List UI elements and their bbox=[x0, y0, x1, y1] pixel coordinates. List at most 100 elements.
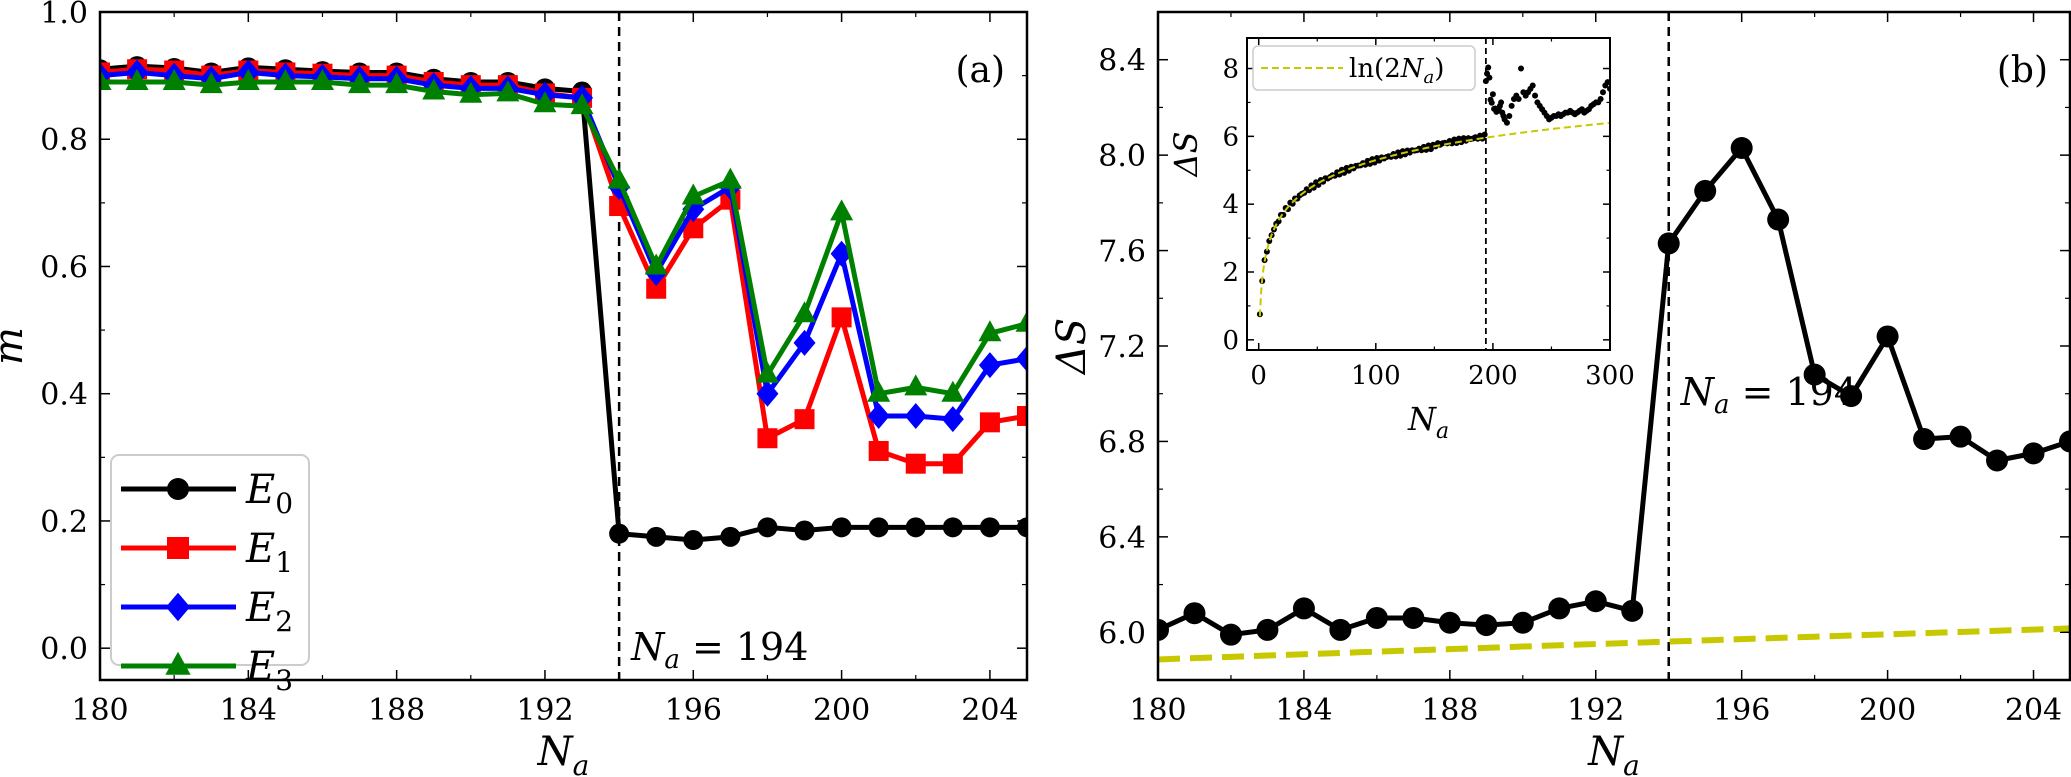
data-point-E2 bbox=[978, 352, 1001, 379]
data-point-E2 bbox=[867, 402, 890, 429]
panel-a-series bbox=[100, 12, 1027, 680]
data-point-deltaS bbox=[1183, 602, 1206, 625]
data-point-deltaS bbox=[1511, 611, 1534, 634]
x-tick-label: 188 bbox=[1421, 693, 1478, 728]
panel-b: 180 184 188 192 196 200 2046.06.46.87.27.68.08… bbox=[1049, 10, 2071, 777]
legend-label-main: E bbox=[245, 644, 275, 690]
panel-a-x-axis-label: Na bbox=[537, 729, 590, 777]
x-tick-label: 184 bbox=[220, 693, 277, 728]
data-point-E1 bbox=[868, 440, 889, 461]
data-point-E1 bbox=[646, 278, 667, 299]
x-tick-label: 180 bbox=[71, 693, 128, 728]
y-tick-label: 6.8 bbox=[1098, 425, 1146, 460]
legend-item-E3: E3 bbox=[121, 644, 293, 697]
y-tick-label: 0.0 bbox=[40, 632, 88, 667]
data-point-deltaS bbox=[1402, 606, 1425, 629]
y-tick-label: 7.2 bbox=[1098, 330, 1146, 365]
data-point-deltaS bbox=[1621, 599, 1644, 622]
data-point-E1 bbox=[831, 307, 852, 328]
data-point-deltaS bbox=[1949, 425, 1972, 448]
legend-label: E0 bbox=[245, 467, 293, 520]
panel-b-frame bbox=[1156, 10, 2071, 682]
data-point-E3 bbox=[273, 68, 297, 90]
y-tick-label: 2 bbox=[1222, 258, 1239, 288]
data-point-E1 bbox=[942, 453, 963, 474]
data-point-deltaS bbox=[1694, 179, 1717, 202]
data-point-E3 bbox=[162, 68, 186, 90]
legend-label-sub: 0 bbox=[275, 487, 293, 520]
inset-data-point bbox=[1498, 99, 1505, 106]
data-point-E0 bbox=[609, 523, 630, 544]
legend-marker-square bbox=[167, 537, 189, 559]
legend-label: E1 bbox=[245, 526, 293, 579]
panel-b-ticks: 180 184 188 192 196 200 2046.06.46.87.27.68.08… bbox=[1098, 12, 2070, 728]
inset-data-point bbox=[1597, 96, 1604, 103]
data-point-E0 bbox=[868, 517, 889, 538]
x-tick-label: 300 bbox=[1585, 361, 1635, 391]
data-point-deltaS bbox=[1548, 597, 1571, 620]
data-point-deltaS bbox=[1840, 385, 1863, 408]
data-point-E3 bbox=[125, 68, 149, 90]
legend-label: E2 bbox=[245, 585, 293, 638]
y-tick-label: 0.6 bbox=[40, 250, 88, 285]
inset-data-point bbox=[1486, 74, 1493, 81]
inset-data-point bbox=[1485, 64, 1492, 71]
data-point-deltaS bbox=[1913, 428, 1936, 451]
inset-data-point bbox=[1515, 96, 1522, 103]
series-deltaS bbox=[1158, 136, 2070, 646]
y-tick-label: 0.2 bbox=[40, 505, 88, 540]
y-tick-label: 4 bbox=[1222, 190, 1239, 220]
data-point-E3 bbox=[310, 68, 334, 90]
legend-marker-triangle bbox=[165, 651, 191, 675]
x-tick-label: 192 bbox=[516, 693, 573, 728]
data-point-E3 bbox=[533, 91, 557, 113]
legend-label: E3 bbox=[245, 644, 293, 697]
data-point-E3 bbox=[681, 183, 705, 205]
legend-label-main: E bbox=[245, 585, 275, 631]
panel-b-inset: 0 100 200 300 0 2 4 6 8 ln(2Na) Na ΔS bbox=[1167, 37, 1635, 444]
inset-data-point bbox=[1289, 200, 1296, 207]
data-point-E3 bbox=[755, 361, 779, 383]
inset-data-point bbox=[1599, 89, 1606, 96]
data-point-E2 bbox=[941, 406, 964, 433]
inset-legend-box bbox=[1252, 45, 1476, 91]
y-tick-label: 8.0 bbox=[1098, 139, 1146, 174]
inset-y-axis-label: ΔS bbox=[1167, 131, 1205, 178]
data-point-deltaS bbox=[1256, 618, 1279, 641]
x-tick-label: 200 bbox=[1468, 361, 1518, 391]
data-point-E3 bbox=[459, 81, 483, 103]
data-point-E1 bbox=[1017, 405, 1027, 426]
legend-label-main: E bbox=[245, 467, 275, 513]
data-point-E0 bbox=[720, 526, 741, 547]
panel-a: 180 184 188 192 196 200 2040.00.20.40.60.81.0 … bbox=[0, 0, 1029, 777]
y-tick-label: 0.4 bbox=[40, 378, 88, 413]
legend-label-main: E bbox=[245, 526, 275, 572]
inset-data-point bbox=[1489, 91, 1496, 98]
inset-data-point bbox=[1506, 113, 1513, 119]
data-point-deltaS bbox=[1219, 623, 1242, 646]
y-tick-label: 8.4 bbox=[1098, 44, 1146, 79]
y-tick-label: 6.4 bbox=[1098, 521, 1146, 556]
data-point-deltaS bbox=[1158, 618, 1169, 641]
data-point-deltaS bbox=[1876, 325, 1899, 348]
legend-marker-diamond bbox=[165, 592, 191, 622]
panel-b-x-axis-label: Na bbox=[1587, 729, 1640, 777]
inset-data-point bbox=[1488, 99, 1495, 106]
y-tick-label: 6.0 bbox=[1098, 616, 1146, 651]
series-E2 bbox=[100, 59, 1027, 433]
legend-item-E0: E0 bbox=[121, 467, 293, 520]
legend-item-E1: E1 bbox=[121, 526, 293, 579]
legend-label-sub: 3 bbox=[275, 664, 293, 697]
data-point-E0 bbox=[683, 530, 704, 551]
y-tick-label: 8 bbox=[1222, 55, 1239, 85]
data-point-E3 bbox=[385, 72, 409, 94]
y-tick-label: 6 bbox=[1222, 122, 1239, 152]
y-tick-label: 0.8 bbox=[40, 123, 88, 158]
panel-a-annotation: Na = 194 bbox=[630, 625, 808, 675]
data-point-E0 bbox=[905, 517, 926, 538]
panel-a-tag: (a) bbox=[955, 50, 1005, 91]
x-tick-label: 200 bbox=[813, 693, 870, 728]
inset-data-point bbox=[1518, 65, 1525, 72]
x-tick-label: 192 bbox=[1567, 693, 1624, 728]
